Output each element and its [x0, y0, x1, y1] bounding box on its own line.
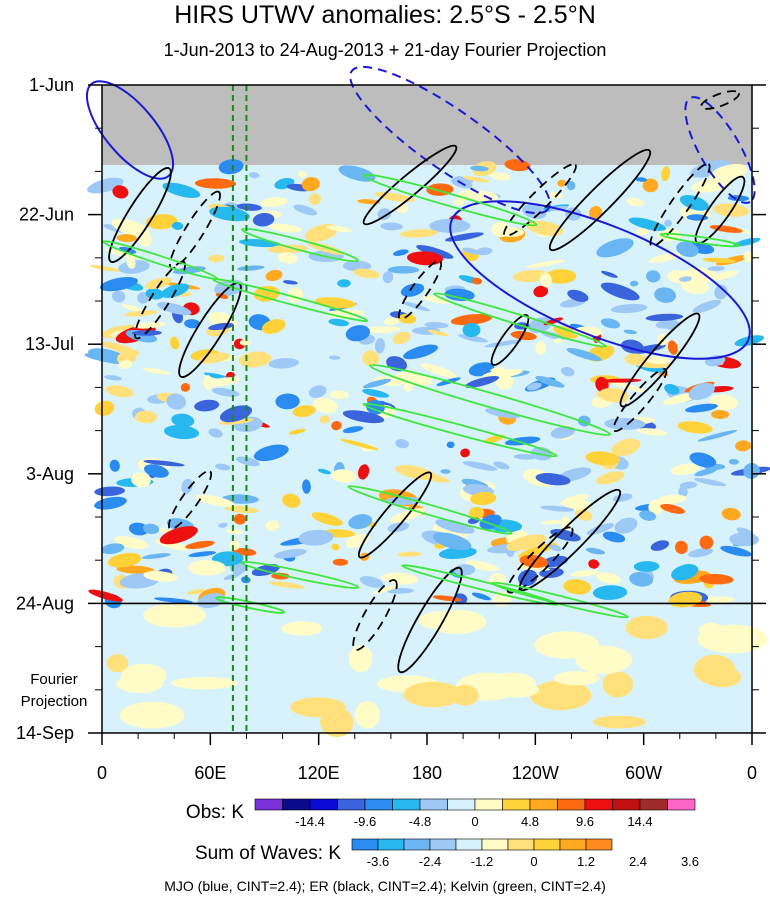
- waves-colorbar-label: Sum of Waves: K: [195, 843, 341, 864]
- waves-colorbar-swatch: [533, 838, 561, 851]
- missing-data-region: [102, 85, 752, 166]
- x-tick-label: 180: [412, 763, 442, 783]
- anomaly-blotches: [84, 159, 770, 737]
- waves-colorbar-tick-label: 0: [530, 854, 537, 869]
- obs-colorbar-label: Obs: K: [186, 802, 244, 823]
- er-contour: [503, 163, 577, 237]
- er-contour: [548, 148, 652, 252]
- waves-colorbar-swatch: [377, 838, 405, 851]
- projection-label: Projection: [21, 693, 88, 710]
- contour-legend-footer: MJO (blue, CINT=2.4); ER (black, CINT=2.…: [164, 878, 606, 894]
- y-tick-label: 24-Aug: [16, 593, 74, 613]
- er-contour: [649, 162, 711, 248]
- waves-colorbar-tick-label: -3.6: [367, 854, 389, 869]
- mjo-contour: [349, 65, 551, 215]
- y-tick-label: 13-Jul: [25, 334, 74, 354]
- er-contour: [397, 260, 443, 320]
- obs-colorbar-tick-label: -9.6: [354, 814, 376, 829]
- kelvin-contour: [241, 227, 359, 263]
- waves-colorbar-swatch: [481, 838, 509, 851]
- er-contour: [397, 566, 463, 674]
- y-tick-label: 1-Jun: [29, 75, 74, 95]
- projection-label: Fourier: [30, 671, 78, 688]
- mjo-contour: [449, 200, 751, 360]
- obs-colorbar-tick-label: -14.4: [295, 814, 325, 829]
- x-tick-label: 0: [97, 763, 107, 783]
- waves-colorbar-tick-label: 1.2: [577, 854, 595, 869]
- kelvin-contour: [433, 292, 607, 348]
- kelvin-contour: [347, 485, 513, 535]
- x-tick-label: 120W: [512, 763, 559, 783]
- waves-colorbar-swatch: [351, 838, 379, 851]
- waves-colorbar-tick-label: -2.4: [419, 854, 441, 869]
- obs-colorbar-tick-label: -4.8: [409, 814, 431, 829]
- obs-colorbar-swatch: [282, 798, 311, 811]
- chart-title: HIRS UTWV anomalies: 2.5°S - 2.5°N: [174, 1, 596, 29]
- obs-colorbar-swatch: [474, 798, 503, 811]
- obs-colorbar-tick-label: 4.8: [521, 814, 539, 829]
- obs-colorbar-tick-label: 14.4: [627, 814, 652, 829]
- x-tick-label: 120E: [298, 763, 340, 783]
- er-contour: [134, 260, 186, 340]
- er-contour: [352, 579, 398, 651]
- x-tick-label: 60W: [625, 763, 662, 783]
- obs-colorbar-swatch: [309, 798, 338, 811]
- er-contour: [167, 470, 213, 530]
- obs-colorbar-swatch: [364, 798, 393, 811]
- y-tick-label: 22-Jun: [19, 205, 74, 225]
- y-tick-label: 3-Aug: [26, 464, 74, 484]
- obs-colorbar-swatch: [392, 798, 421, 811]
- obs-colorbar-tick-label: 0: [471, 814, 478, 829]
- reference-lines: [102, 85, 752, 733]
- obs-colorbar-swatch: [502, 798, 531, 811]
- waves-colorbar-tick-label: 2.4: [629, 854, 647, 869]
- kelvin-contour: [368, 363, 612, 437]
- wave-contours: [85, 65, 756, 674]
- kelvin-contour: [362, 402, 558, 458]
- er-contour: [612, 368, 668, 432]
- kelvin-contour: [240, 561, 360, 589]
- kelvin-contour: [211, 278, 369, 322]
- waves-colorbar-swatch: [559, 838, 587, 851]
- waves-colorbar-tick-label: 3.6: [681, 854, 699, 869]
- er-contour: [362, 144, 458, 226]
- waves-colorbar-swatch: [507, 838, 535, 851]
- waves-colorbar-swatch: [403, 838, 431, 851]
- obs-colorbar-swatch: [529, 798, 558, 811]
- er-contour: [108, 167, 172, 263]
- obs-colorbar-tick-label: 9.6: [576, 814, 594, 829]
- obs-colorbar-swatch: [667, 798, 696, 811]
- obs-colorbar-swatch: [447, 798, 476, 811]
- obs-colorbar-swatch: [337, 798, 366, 811]
- waves-colorbar-swatch: [455, 838, 483, 851]
- x-tick-label: 60E: [194, 763, 226, 783]
- er-contour: [619, 312, 701, 408]
- kelvin-contour: [214, 596, 286, 614]
- obs-colorbar-swatch: [612, 798, 641, 811]
- y-tick-label: 14-Sep: [16, 723, 74, 743]
- kelvin-contour: [659, 232, 741, 248]
- waves-colorbar-swatch: [429, 838, 457, 851]
- obs-colorbar-swatch: [557, 798, 586, 811]
- colorbars: Obs: K -14.4 -9.6 -4.8 0 4.8 9.6 14.4 Sum of Wav…: [186, 798, 699, 869]
- mjo-contour: [85, 80, 175, 180]
- obs-colorbar-swatch: [639, 798, 668, 811]
- mjo-contour: [684, 96, 756, 204]
- waves-colorbar-swatch: [585, 838, 613, 851]
- obs-colorbar-swatch: [419, 798, 448, 811]
- er-contour: [357, 471, 433, 559]
- er-contour: [490, 314, 530, 366]
- chart-subtitle: 1-Jun-2013 to 24-Aug-2013 + 21-day Fouri…: [163, 40, 607, 60]
- waves-colorbar-tick-label: -1.2: [471, 854, 493, 869]
- obs-colorbar-swatch: [584, 798, 613, 811]
- x-tick-label: 0: [747, 763, 757, 783]
- er-contour: [506, 526, 574, 594]
- axes: 1-Jun 22-Jun 13-Jul 3-Aug 24-Aug 14-Sep 0 60E 12…: [16, 75, 766, 783]
- obs-colorbar-swatch: [254, 798, 283, 811]
- kelvin-contour: [362, 173, 538, 227]
